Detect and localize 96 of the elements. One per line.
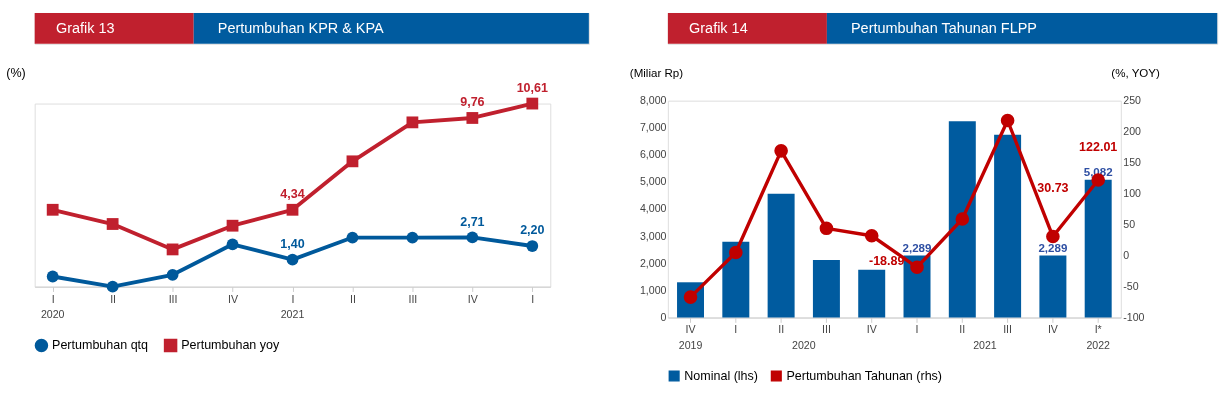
text: 2019 [678, 339, 703, 352]
y-tick-label: 4,000 [639, 202, 667, 215]
y-axis-title: (%) [6, 66, 26, 81]
data-label: -18.89 [868, 254, 905, 269]
bar [1084, 179, 1112, 318]
x-tick-label: III [408, 292, 418, 305]
x-tick-label: I [915, 323, 919, 336]
point [406, 231, 419, 244]
data-label: 10,61 [516, 81, 549, 96]
chart-title: Pertumbuhan KPR & KPA [217, 20, 385, 37]
point [106, 218, 119, 230]
point [166, 268, 179, 281]
text: 2020 [791, 339, 816, 352]
data-label: 2,289 [902, 241, 932, 254]
point [526, 97, 539, 110]
y2-tick-label: -50 [1123, 279, 1139, 292]
text: 2021 [973, 339, 997, 352]
x-tick-label: I* [1094, 323, 1102, 336]
x-tick-label: I [734, 323, 738, 336]
chart-subtitle: Grafik 13 [55, 20, 115, 37]
bar [858, 269, 886, 318]
y2-tick-label: 100 [1123, 186, 1142, 199]
point [286, 253, 299, 266]
point [466, 112, 479, 124]
y-tick-label: 8,000 [639, 94, 667, 107]
y2-tick-label: 250 [1123, 94, 1142, 107]
chart-subtitle: Grafik 14 [689, 20, 748, 37]
point [910, 260, 924, 275]
chart-title: Pertumbuhan Tahunan FLPP [850, 20, 1037, 37]
text: 2021 [280, 308, 305, 321]
y-tick-label: 5,000 [639, 175, 667, 188]
y2-tick-label: 200 [1123, 125, 1142, 138]
text: 2022 [1086, 339, 1111, 352]
bar [994, 134, 1022, 318]
point [46, 270, 59, 283]
point [226, 238, 239, 251]
data-label: 4,34 [280, 187, 305, 202]
point [1046, 229, 1060, 244]
point [286, 203, 299, 216]
data-label: 2,289 [1038, 241, 1068, 254]
point [466, 231, 479, 244]
point [774, 144, 788, 158]
x-tick-label: IV [866, 323, 878, 336]
bar [948, 121, 976, 318]
y-tick-label: 2,000 [639, 256, 667, 269]
y2-tick-label: 50 [1123, 217, 1136, 230]
y2-tick-label: -100 [1123, 310, 1145, 323]
x-tick-label: II [959, 323, 966, 336]
y2-axis-title: (%, YOY) [1111, 67, 1161, 80]
legend-label: Pertumbuhan yoy [181, 338, 281, 353]
point [819, 221, 834, 236]
y-tick-label: 3,000 [639, 229, 667, 242]
x-tick-label: II [349, 292, 356, 305]
point [346, 231, 359, 244]
x-tick-label: II [110, 292, 117, 305]
x-tick-label: III [821, 323, 831, 336]
x-tick-label: III [168, 292, 178, 305]
y-tick-label: 7,000 [639, 121, 667, 134]
legend-label: Nominal (lhs) [684, 368, 758, 383]
x-tick-label: I [531, 292, 535, 305]
x-tick-label: IV [685, 323, 697, 336]
x-tick-label: IV [228, 292, 239, 305]
bar [767, 193, 795, 318]
y2-tick-label: 150 [1123, 156, 1142, 169]
text: 2020 [40, 308, 65, 321]
point [955, 212, 970, 226]
x-tick-label: IV [467, 292, 479, 305]
data-label: 2,20 [520, 223, 545, 238]
legend-label: Pertumbuhan qtq [52, 338, 149, 353]
y2-tick-label: 0 [1123, 248, 1130, 261]
data-label: 122.01 [1079, 140, 1118, 155]
bar [812, 260, 840, 318]
point [46, 203, 59, 216]
y-tick-label: 6,000 [639, 148, 667, 161]
data-label: 9,76 [460, 95, 485, 110]
x-tick-label: I [51, 292, 55, 305]
point [226, 219, 239, 232]
point [864, 228, 879, 243]
x-tick-label: III [1003, 323, 1013, 336]
data-label: 2,71 [460, 214, 485, 229]
point [106, 280, 119, 293]
x-tick-label: I [291, 292, 295, 305]
data-label: 1,40 [280, 237, 305, 252]
data-label: 30.73 [1037, 181, 1069, 196]
y-tick-label: 0 [660, 310, 667, 323]
bar [1039, 255, 1067, 318]
point [1000, 113, 1015, 128]
x-tick-label: IV [1047, 323, 1059, 336]
y-axis-title: (Miliar Rp) [629, 67, 684, 80]
x-tick-label: II [778, 323, 785, 336]
point [406, 116, 419, 129]
legend-label: Pertumbuhan Tahunan (rhs) [786, 368, 943, 383]
point [729, 245, 743, 260]
point [526, 240, 539, 252]
y-tick-label: 1,000 [639, 283, 667, 296]
point [346, 155, 359, 168]
